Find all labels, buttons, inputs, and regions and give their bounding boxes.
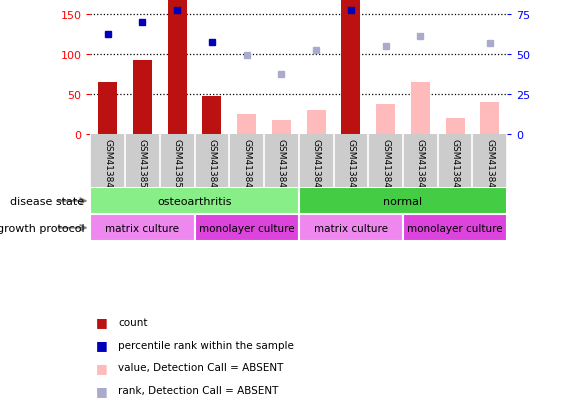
Bar <box>341 1 360 134</box>
Text: monolayer culture: monolayer culture <box>408 223 503 233</box>
Text: GSM413844: GSM413844 <box>242 138 251 193</box>
Text: GSM413846: GSM413846 <box>312 138 321 193</box>
Text: GSM413845: GSM413845 <box>277 138 286 193</box>
Text: ■: ■ <box>96 316 108 329</box>
Bar <box>445 119 465 134</box>
Bar <box>90 188 299 215</box>
Text: matrix culture: matrix culture <box>106 223 180 233</box>
Bar <box>480 102 500 134</box>
Text: GSM413841: GSM413841 <box>451 138 459 193</box>
Bar <box>90 215 195 242</box>
Bar <box>272 121 291 134</box>
Bar <box>376 105 395 134</box>
Bar <box>403 215 507 242</box>
Text: value, Detection Call = ABSENT: value, Detection Call = ABSENT <box>118 363 284 373</box>
Text: disease state: disease state <box>10 196 85 206</box>
Text: ■: ■ <box>96 338 108 351</box>
Bar <box>202 97 222 134</box>
Text: GSM413851: GSM413851 <box>173 138 182 193</box>
Bar <box>299 188 507 215</box>
Text: GSM413849: GSM413849 <box>103 138 113 193</box>
Text: normal: normal <box>384 196 423 206</box>
Text: osteoarthritis: osteoarthritis <box>157 196 232 206</box>
Bar <box>299 215 403 242</box>
Text: GSM413848: GSM413848 <box>381 138 390 193</box>
Bar <box>98 83 117 134</box>
Text: monolayer culture: monolayer culture <box>199 223 294 233</box>
Text: GSM413843: GSM413843 <box>208 138 216 193</box>
Text: ■: ■ <box>96 384 108 397</box>
Bar <box>307 110 326 134</box>
Bar <box>168 1 187 134</box>
Bar <box>195 215 298 242</box>
Bar <box>133 61 152 134</box>
Text: GSM413847: GSM413847 <box>346 138 356 193</box>
Text: GSM413842: GSM413842 <box>485 138 494 193</box>
Text: count: count <box>118 317 148 327</box>
Text: ■: ■ <box>96 361 108 374</box>
Text: GSM413850: GSM413850 <box>138 138 147 193</box>
Text: percentile rank within the sample: percentile rank within the sample <box>118 340 294 350</box>
Bar <box>237 114 257 134</box>
Bar <box>411 83 430 134</box>
Text: GSM413840: GSM413840 <box>416 138 425 193</box>
Text: matrix culture: matrix culture <box>314 223 388 233</box>
Text: growth protocol: growth protocol <box>0 223 85 233</box>
Text: rank, Detection Call = ABSENT: rank, Detection Call = ABSENT <box>118 385 279 395</box>
